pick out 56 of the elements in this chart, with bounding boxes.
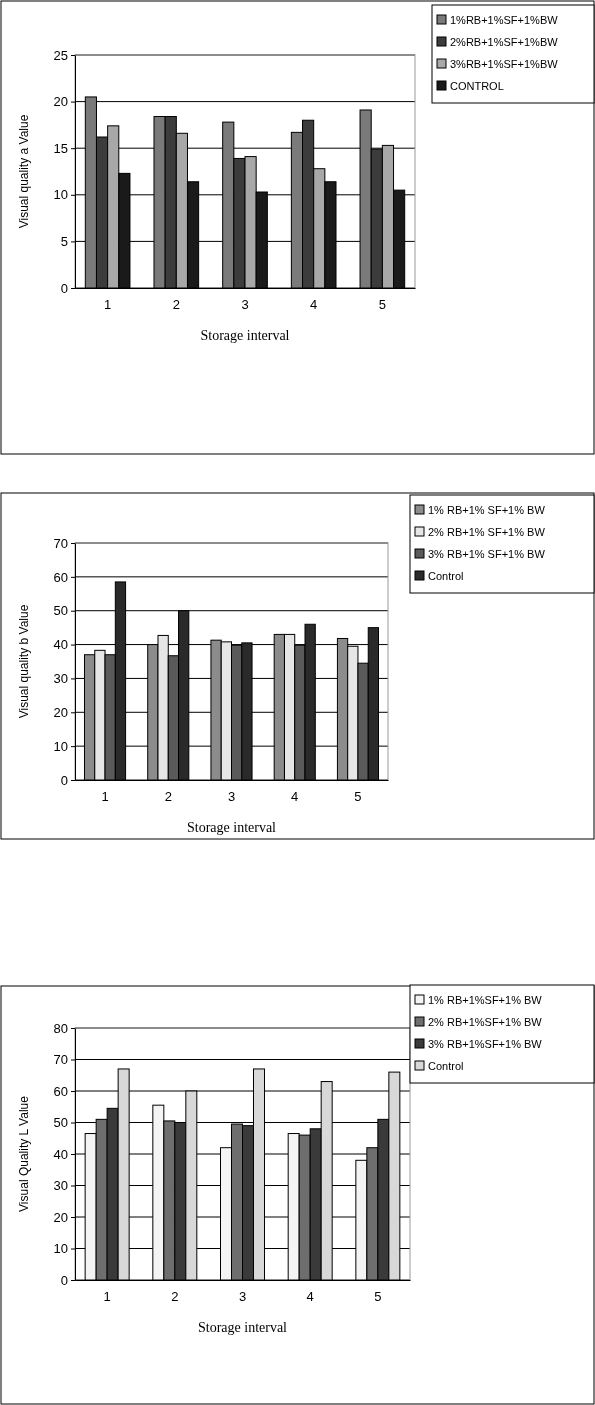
y-tick-label: 10 (53, 1241, 68, 1257)
legend-label: 2%RB+1%SF+1%BW (450, 36, 559, 48)
y-tick-label: 40 (53, 637, 68, 653)
x-tick-label: 4 (291, 789, 299, 805)
y-tick-label: 70 (53, 535, 68, 551)
y-tick-label: 20 (53, 704, 68, 720)
y-tick-label: 60 (53, 1083, 68, 1099)
y-tick-label: 0 (60, 1272, 68, 1288)
y-tick-label: 40 (53, 1146, 68, 1162)
x-tick-label: 4 (306, 1289, 314, 1305)
y-tick-label: 20 (53, 94, 68, 110)
y-tick-label: 0 (60, 772, 68, 788)
x-tick-label: 2 (164, 789, 172, 805)
x-tick-label: 1 (103, 1289, 111, 1305)
y-axis-title: Visual quality b Value (17, 604, 31, 719)
x-tick-label: 2 (172, 297, 180, 313)
y-tick-label: 50 (53, 603, 68, 619)
x-tick-label: 3 (238, 1289, 247, 1305)
legend-label: 2% RB+1% SF+1% BW (428, 526, 546, 538)
legend-label: 3% RB+1% SF+1% BW (428, 548, 546, 560)
y-axis-title: Visual Quality L Value (17, 1095, 31, 1212)
y-tick-label: 20 (53, 1209, 68, 1225)
y-axis-title: Visual quality a Value (17, 114, 31, 229)
y-tick-label: 5 (60, 234, 68, 250)
x-tick-label: 3 (241, 297, 249, 313)
x-tick-label: 3 (227, 789, 236, 805)
y-tick-label: 30 (53, 671, 68, 687)
legend-label: CONTROL (450, 80, 504, 92)
x-tick-label: 2 (171, 1289, 179, 1305)
y-tick-label: 30 (53, 1178, 68, 1194)
y-tick-label: 80 (53, 1020, 68, 1036)
legend-label: 3% RB+1%SF+1% BW (428, 1038, 543, 1050)
x-tick-label: 1 (101, 789, 109, 805)
x-tick-label: 5 (374, 1289, 382, 1305)
x-tick-label: 4 (310, 297, 318, 313)
legend-label: 1%RB+1%SF+1%BW (450, 14, 559, 26)
y-tick-label: 15 (53, 140, 68, 156)
x-tick-label: 5 (354, 789, 362, 805)
y-tick-label: 0 (60, 280, 68, 296)
legend-label: 3%RB+1%SF+1%BW (450, 58, 559, 70)
legend-label: Control (428, 1060, 464, 1072)
x-tick-label: 1 (104, 297, 112, 313)
y-tick-label: 50 (53, 1115, 68, 1131)
y-tick-label: 25 (53, 47, 68, 63)
y-tick-label: 60 (53, 569, 68, 585)
x-axis-title: Storage interval (197, 1320, 288, 1335)
y-tick-label: 10 (53, 738, 68, 754)
legend-label: 1% RB+1% SF+1% BW (428, 504, 546, 516)
legend-label: 1% RB+1%SF+1% BW (428, 994, 543, 1006)
x-tick-label: 5 (378, 297, 386, 313)
x-axis-title: Storage interval (200, 328, 290, 343)
legend-label: Control (428, 570, 464, 582)
y-tick-label: 10 (53, 187, 68, 203)
y-tick-label: 70 (53, 1052, 68, 1068)
legend-label: 2% RB+1%SF+1% BW (428, 1016, 543, 1028)
x-axis-title: Storage interval (186, 820, 277, 835)
